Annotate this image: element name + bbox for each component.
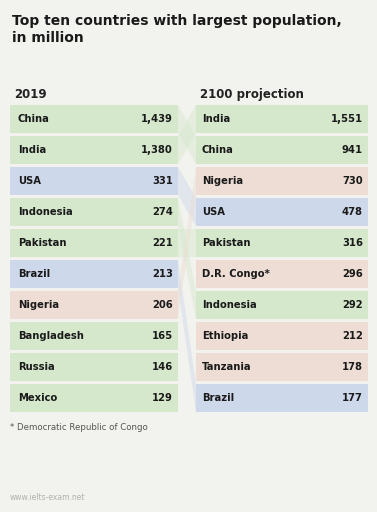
Polygon shape	[178, 105, 196, 164]
Text: www.ielts-exam.net: www.ielts-exam.net	[10, 493, 86, 502]
Text: 212: 212	[342, 331, 363, 341]
Text: Mexico: Mexico	[18, 393, 57, 403]
Text: 2100 projection: 2100 projection	[200, 88, 304, 101]
Text: India: India	[18, 145, 46, 155]
Bar	[196, 136, 368, 164]
Text: Brazil: Brazil	[18, 269, 50, 279]
Bar	[196, 384, 368, 412]
Text: Top ten countries with largest population,: Top ten countries with largest populatio…	[12, 14, 342, 28]
Bar	[196, 260, 368, 288]
Polygon shape	[178, 167, 196, 226]
Polygon shape	[178, 167, 196, 319]
Text: China: China	[18, 114, 50, 124]
Bar	[10, 136, 178, 164]
Bar	[196, 353, 368, 381]
Text: Ethiopia: Ethiopia	[202, 331, 248, 341]
Bar	[10, 353, 178, 381]
Text: 177: 177	[342, 393, 363, 403]
Bar	[196, 322, 368, 350]
Text: Tanzania: Tanzania	[202, 362, 251, 372]
Text: * Democratic Republic of Congo: * Democratic Republic of Congo	[10, 423, 148, 432]
Text: Pakistan: Pakistan	[202, 238, 250, 248]
Text: India: India	[202, 114, 230, 124]
Text: 941: 941	[342, 145, 363, 155]
Text: 206: 206	[152, 300, 173, 310]
Text: Nigeria: Nigeria	[202, 176, 243, 186]
Text: USA: USA	[18, 176, 41, 186]
Text: Nigeria: Nigeria	[18, 300, 59, 310]
Text: 274: 274	[152, 207, 173, 217]
Text: 1,551: 1,551	[331, 114, 363, 124]
Text: 1,439: 1,439	[141, 114, 173, 124]
Text: Pakistan: Pakistan	[18, 238, 66, 248]
Text: 2019: 2019	[14, 88, 47, 101]
Text: Russia: Russia	[18, 362, 55, 372]
Text: USA: USA	[202, 207, 225, 217]
Bar	[10, 105, 178, 133]
Bar	[10, 167, 178, 195]
Text: 730: 730	[342, 176, 363, 186]
Bar	[10, 229, 178, 257]
Polygon shape	[178, 198, 196, 319]
Text: 146: 146	[152, 362, 173, 372]
Text: 296: 296	[342, 269, 363, 279]
Text: 221: 221	[152, 238, 173, 248]
Polygon shape	[178, 229, 196, 257]
Bar	[10, 322, 178, 350]
Text: 331: 331	[152, 176, 173, 186]
Bar	[10, 384, 178, 412]
Text: 129: 129	[152, 393, 173, 403]
Text: D.R. Congo*: D.R. Congo*	[202, 269, 270, 279]
Bar	[10, 198, 178, 226]
Bar	[196, 229, 368, 257]
Bar	[196, 198, 368, 226]
Polygon shape	[178, 105, 196, 164]
Text: 1,380: 1,380	[141, 145, 173, 155]
Text: 292: 292	[342, 300, 363, 310]
Text: 478: 478	[342, 207, 363, 217]
Text: Brazil: Brazil	[202, 393, 234, 403]
Text: Bangladesh: Bangladesh	[18, 331, 84, 341]
Text: China: China	[202, 145, 234, 155]
Text: 316: 316	[342, 238, 363, 248]
Text: in million: in million	[12, 31, 84, 45]
Bar	[196, 105, 368, 133]
Bar	[10, 291, 178, 319]
Text: 165: 165	[152, 331, 173, 341]
Text: 178: 178	[342, 362, 363, 372]
Text: Indonesia: Indonesia	[202, 300, 257, 310]
Bar	[196, 167, 368, 195]
Text: Indonesia: Indonesia	[18, 207, 73, 217]
Bar	[196, 291, 368, 319]
Text: 213: 213	[152, 269, 173, 279]
Bar	[10, 260, 178, 288]
Polygon shape	[178, 260, 196, 412]
